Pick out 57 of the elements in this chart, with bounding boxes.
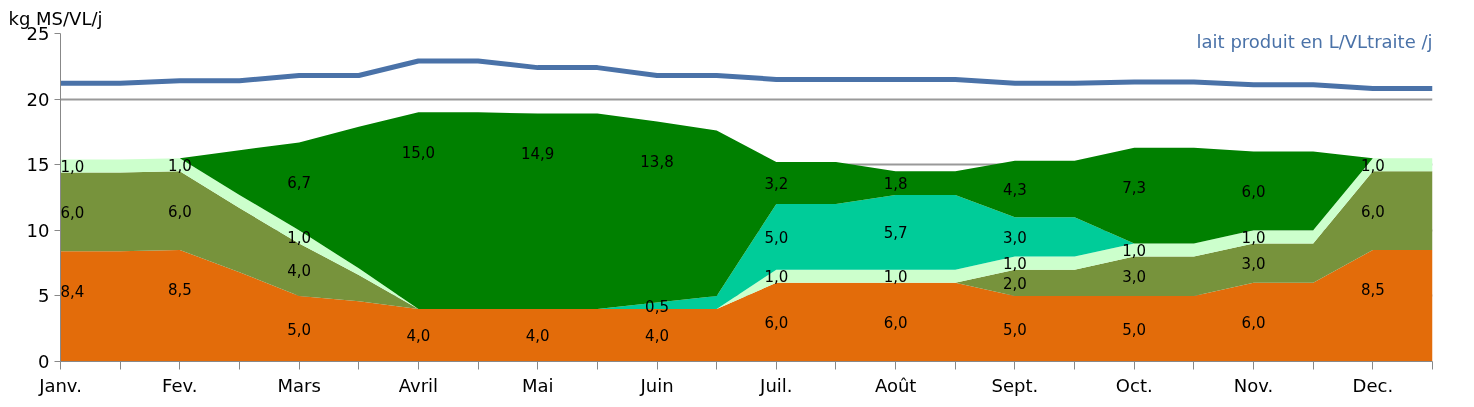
x-tick-label: Nov. — [1233, 374, 1274, 396]
data-label: 4,0 — [645, 327, 669, 346]
data-label: 6,0 — [167, 202, 192, 221]
data-label: 8,5 — [1360, 281, 1385, 300]
data-label: 1,0 — [764, 268, 789, 287]
x-tick-label: Août — [874, 374, 917, 396]
data-label: 1,8 — [883, 175, 908, 194]
data-label: 3,0 — [1122, 268, 1147, 287]
x-tick-label: Juin — [639, 374, 674, 396]
data-label: 6,0 — [764, 314, 789, 333]
data-label: 6,0 — [883, 314, 908, 333]
data-label: 1,0 — [287, 228, 312, 247]
data-label: 1,0 — [1003, 255, 1027, 274]
data-label: 6,0 — [60, 203, 85, 222]
data-label: 5,7 — [883, 224, 908, 243]
data-label: 6,0 — [1241, 182, 1266, 201]
data-label: 8,4 — [60, 282, 85, 301]
data-label: 8,5 — [167, 281, 192, 300]
data-label: 4,0 — [287, 261, 312, 280]
data-label: 1,0 — [167, 156, 192, 175]
data-label: 4,3 — [1003, 180, 1027, 199]
x-tick-label: Mai — [521, 374, 554, 396]
data-label: 3,0 — [1241, 255, 1266, 274]
data-label: 7,3 — [1122, 179, 1147, 197]
x-tick-label: Mars — [277, 374, 321, 396]
x-tick-label: Oct. — [1115, 374, 1153, 396]
x-tick-label: Janv. — [38, 374, 82, 396]
data-label: 3,2 — [764, 175, 789, 194]
y-tick-label: 10 — [26, 219, 50, 241]
data-label: 4,0 — [525, 327, 550, 346]
x-tick-label: Avril — [398, 374, 439, 396]
x-tick-label: Juil. — [759, 374, 793, 396]
data-label: 1,0 — [1122, 241, 1147, 260]
series-label: lait produit en L/VLtraite /j — [1196, 30, 1433, 52]
data-label: 1,0 — [1241, 228, 1266, 247]
data-label: 13,8 — [640, 152, 674, 171]
data-label: 5,0 — [1122, 320, 1147, 339]
data-label: 5,0 — [764, 228, 789, 247]
data-label: 1,0 — [60, 158, 85, 177]
x-tick-label: Fev. — [162, 374, 198, 396]
data-label: 2,0 — [1003, 274, 1027, 293]
y-tick-label: 5 — [38, 285, 50, 307]
data-label: 5,0 — [287, 320, 312, 339]
y-tick-label: 15 — [26, 154, 50, 176]
data-label: 5,0 — [1003, 320, 1027, 339]
data-label: 6,7 — [287, 173, 312, 192]
data-label: 15,0 — [401, 143, 436, 162]
y-tick-label: 20 — [26, 88, 50, 110]
data-label: 6,0 — [1241, 314, 1266, 333]
data-label: 4,0 — [406, 327, 431, 346]
data-label: 3,0 — [1003, 228, 1027, 247]
x-tick-label: Dec. — [1352, 374, 1394, 396]
data-label: 14,9 — [521, 144, 555, 163]
data-label: 1,0 — [883, 268, 908, 287]
y-tick-label: 0 — [38, 351, 50, 372]
data-label: 6,0 — [1360, 202, 1385, 221]
x-tick-label: Sept. — [991, 374, 1039, 396]
